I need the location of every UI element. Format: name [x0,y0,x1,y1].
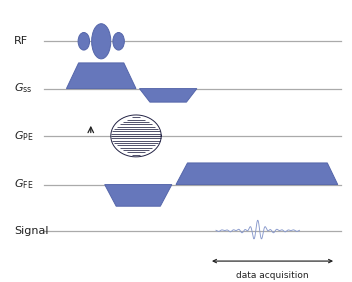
Polygon shape [139,89,197,102]
Text: RF: RF [14,36,29,46]
Text: Signal: Signal [14,226,49,235]
Text: $G_{\mathrm{FE}}$: $G_{\mathrm{FE}}$ [14,178,34,191]
Text: $G_{\mathrm{ss}}$: $G_{\mathrm{ss}}$ [14,82,33,96]
Ellipse shape [78,32,89,50]
Ellipse shape [92,24,111,59]
Polygon shape [176,163,338,185]
Ellipse shape [113,32,124,50]
Polygon shape [67,63,136,89]
Text: $G_{\mathrm{PE}}$: $G_{\mathrm{PE}}$ [14,129,34,143]
Polygon shape [105,185,172,206]
Text: data acquisition: data acquisition [236,270,309,279]
